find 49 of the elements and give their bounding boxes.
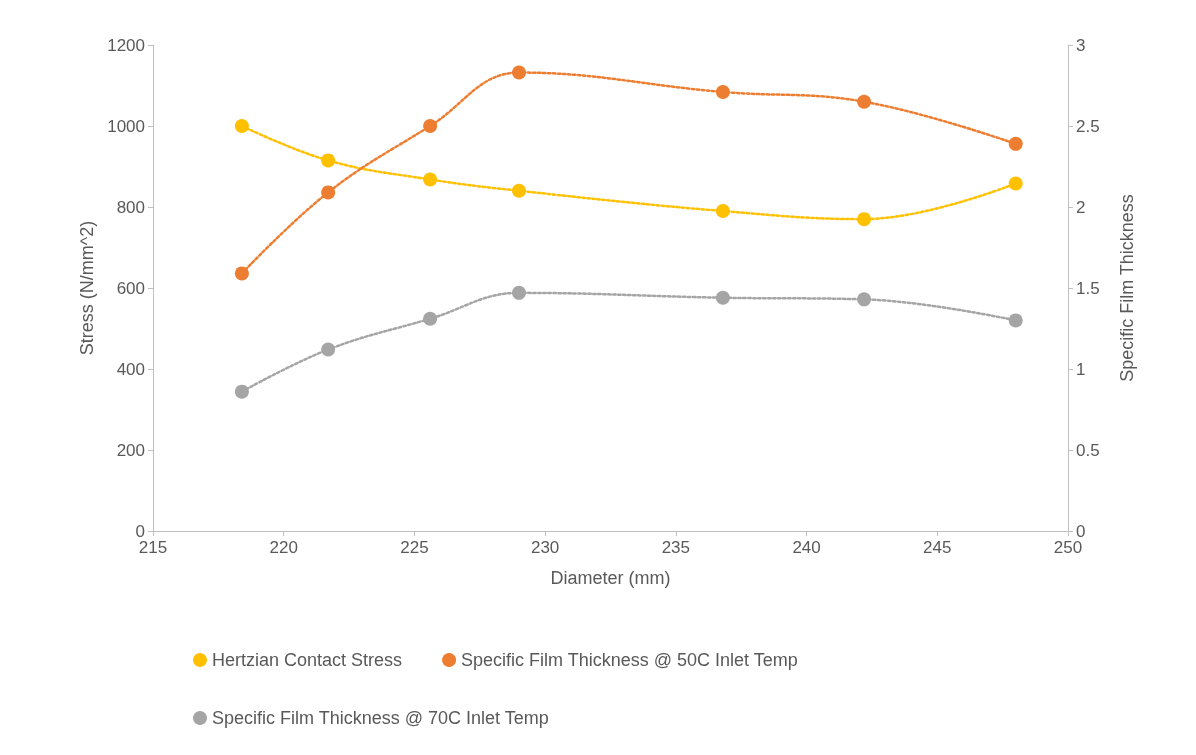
point [512,285,526,300]
point [1008,176,1023,191]
x-axis-title: Diameter (mm) [550,568,671,588]
point [1008,136,1023,151]
y-tick-label: 1000 [107,116,145,136]
y-tick-label: 400 [116,359,145,379]
x-tick-label: 230 [530,538,560,557]
y2-tick-label: 1.5 [1076,278,1100,298]
point [857,94,872,109]
legend-label: Specific Film Thickness @ 70C Inlet Temp [212,708,549,728]
legend-label: Hertzian Contact Stress [212,650,403,670]
point [234,384,249,399]
y-tick-label: 600 [116,278,145,298]
y-tick-label: 200 [116,440,145,460]
point [423,311,438,326]
point [512,65,526,80]
point [1008,313,1023,328]
point [715,84,730,99]
x-tick-label: 235 [661,538,691,557]
x-tick-label: 220 [269,538,298,557]
x-tick-label: 240 [792,538,821,557]
point [234,119,249,133]
y-tick-label: 1200 [107,35,145,55]
y2-tick-label: 2 [1076,197,1086,217]
legend-label: Specific Film Thickness @ 50C Inlet Temp [461,650,798,670]
y2-tick-label: 0 [1076,521,1086,541]
point [857,292,872,307]
point [715,290,730,305]
x-tick-label: 250 [1053,538,1083,557]
point [321,185,336,200]
x-tick-label: 225 [400,538,429,557]
point [715,204,730,219]
y-tick-label: 0 [135,521,145,541]
y2-tick-label: 2.5 [1076,116,1100,136]
point [857,212,872,227]
point [423,119,438,133]
point [321,153,336,168]
y2-tick-label: 0.5 [1076,440,1100,460]
point [512,183,526,198]
point [423,172,438,187]
point [321,342,336,357]
y2-axis-title: Specific Film Thickness [1117,194,1137,382]
point [234,266,249,281]
y2-tick-label: 3 [1076,35,1086,55]
x-tick-label: 245 [923,538,952,557]
y-axis-title: Stress (N/mm^2) [77,220,98,356]
y-tick-label: 800 [116,197,145,217]
y2-tick-label: 1 [1076,359,1086,379]
x-tick-label: 215 [138,538,168,557]
